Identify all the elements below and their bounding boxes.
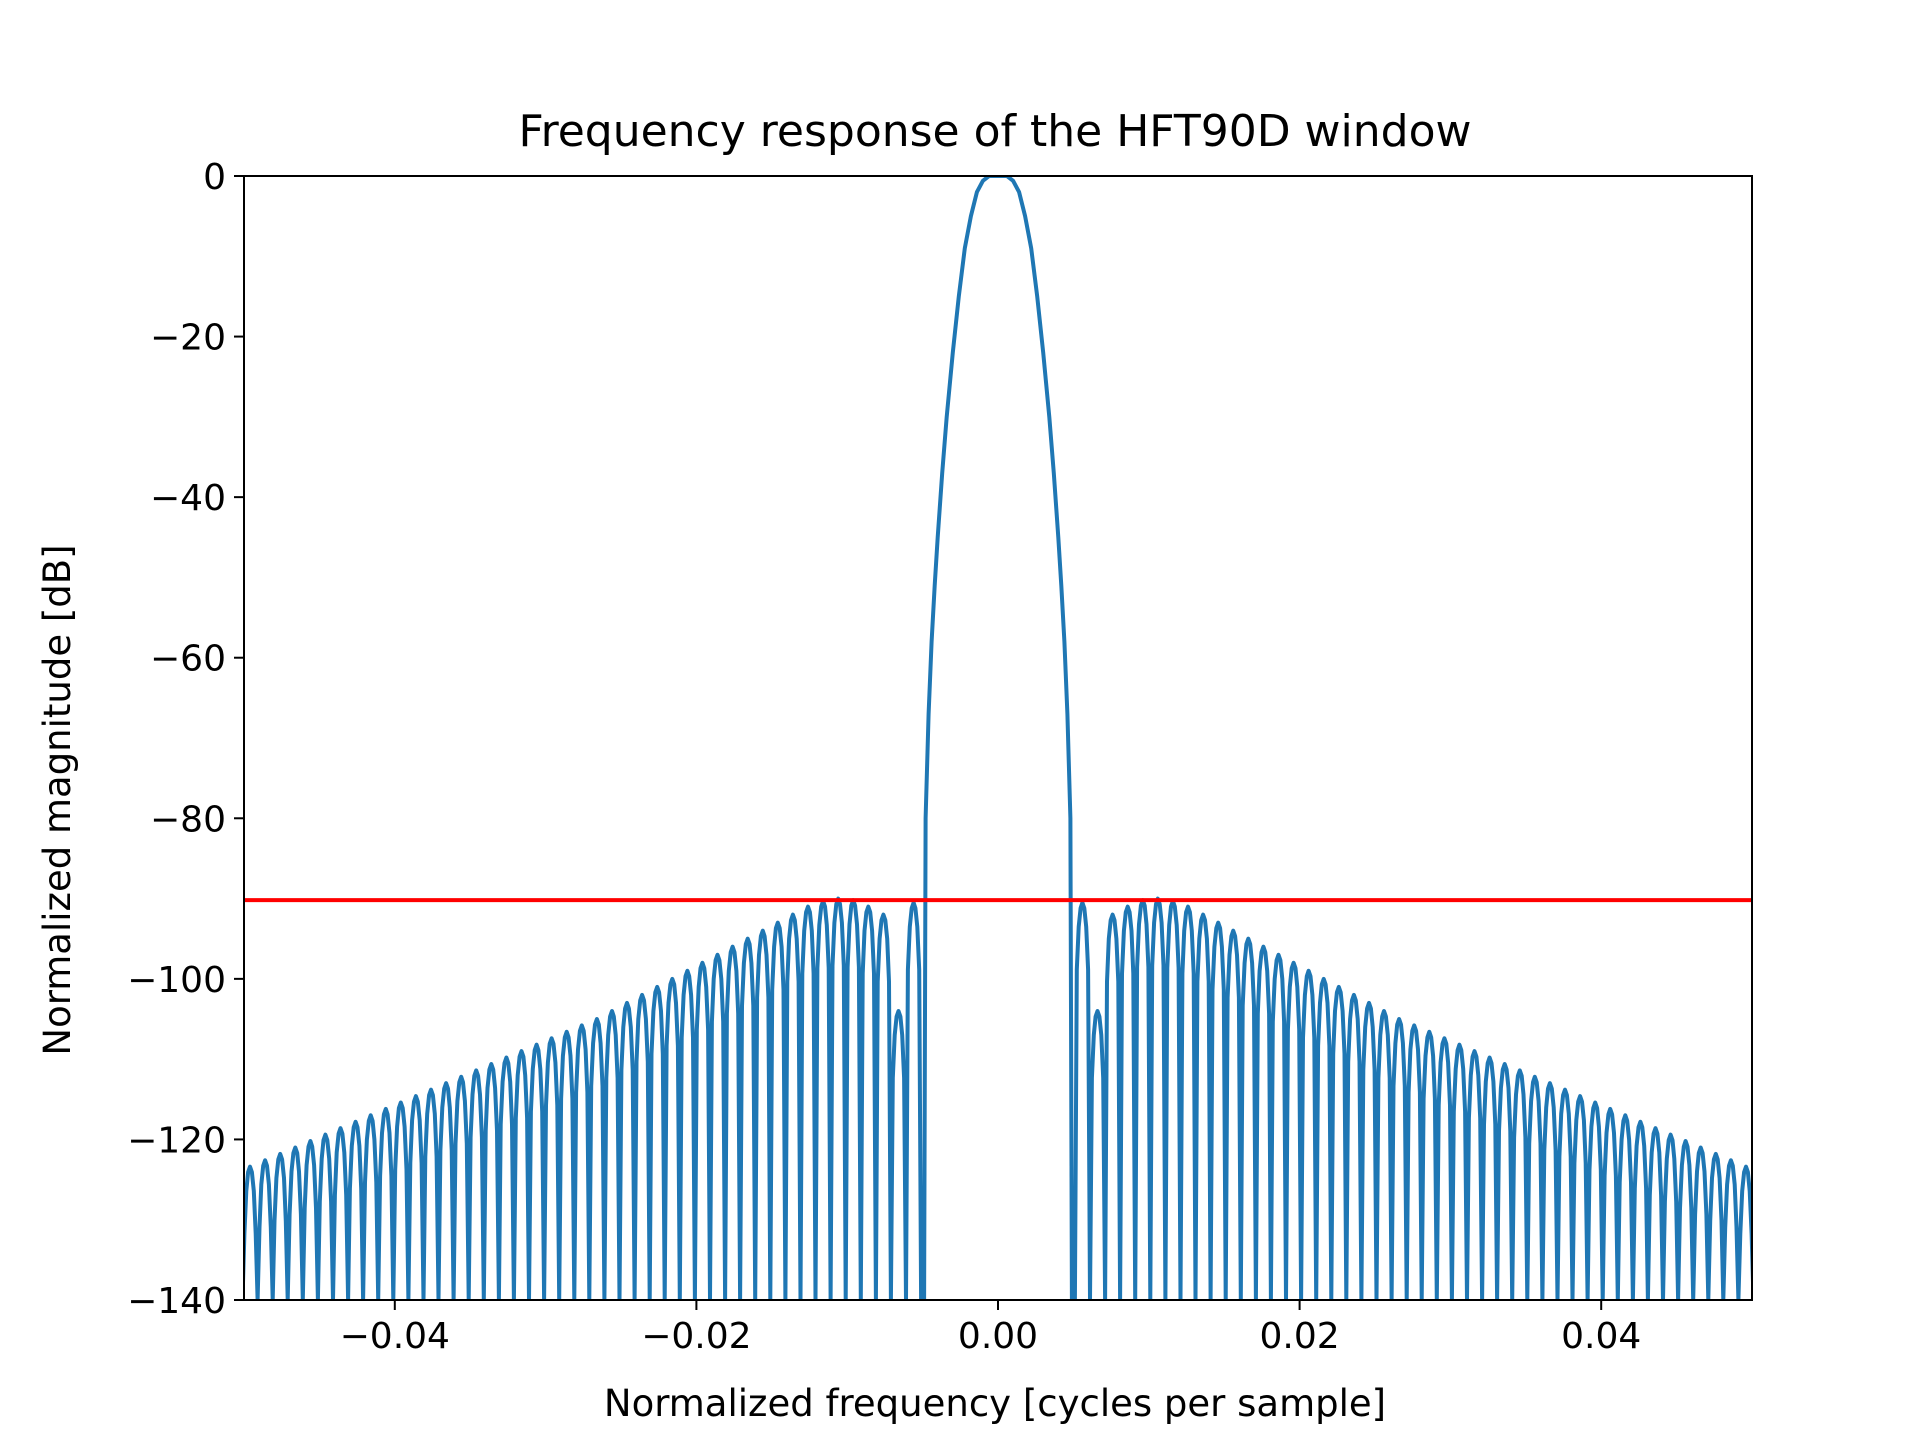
y-tick-label: −80 <box>150 799 226 840</box>
y-axis-label: Normalized magnitude [dB] <box>36 544 79 1055</box>
x-tick-label: 0.02 <box>1260 1316 1340 1357</box>
y-tick-label: 0 <box>203 157 226 198</box>
x-tick-label: 0.04 <box>1561 1316 1641 1357</box>
y-tick-label: −40 <box>150 478 226 519</box>
series-frequency-response <box>244 176 1752 1300</box>
plot-area: −0.04 −0.02 0.00 0.02 0.04 0 −20 −40 −60 −80 −100 −… <box>127 157 1753 1357</box>
x-tick-label: −0.02 <box>641 1316 751 1357</box>
x-tick-label: −0.04 <box>340 1316 450 1357</box>
y-tick-label: −100 <box>127 960 226 1001</box>
x-axis-label: Normalized frequency [cycles per sample] <box>604 1382 1386 1425</box>
y-tick-label: −20 <box>150 318 226 359</box>
y-tick-label: −120 <box>127 1120 226 1161</box>
y-tick-label: −140 <box>127 1281 226 1322</box>
x-tick-label: 0.00 <box>958 1316 1038 1357</box>
chart-title: Frequency response of the HFT90D window <box>518 106 1471 157</box>
y-tick-label: −60 <box>150 639 226 680</box>
